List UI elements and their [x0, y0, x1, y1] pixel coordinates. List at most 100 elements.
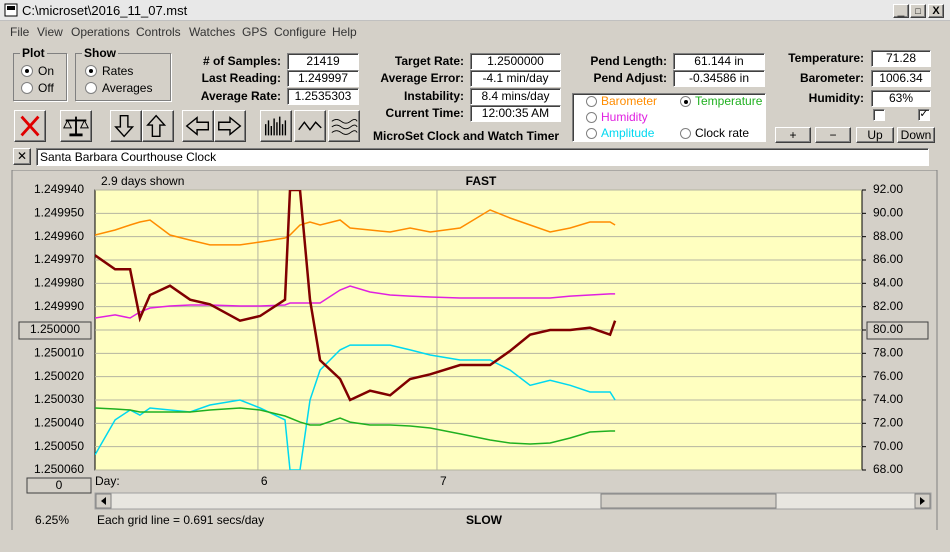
menu-item[interactable]: Help: [332, 25, 357, 39]
readout-value: 61.144 in: [673, 53, 765, 70]
radio-button[interactable]: [586, 128, 597, 139]
title-bar: C:\microset\2016_11_07.mst _ □ X: [0, 0, 950, 21]
scale-button-label[interactable]: 0: [56, 478, 63, 492]
icon-button[interactable]: [182, 110, 214, 142]
readout-value: 8.4 mins/day: [470, 88, 561, 105]
y2-tick-label: 78.00: [873, 346, 903, 360]
radio-label[interactable]: Temperature: [695, 94, 763, 108]
icon-button[interactable]: [260, 110, 292, 142]
y2-tick-label: 74.00: [873, 392, 903, 406]
icon-button[interactable]: [60, 110, 92, 142]
maximize-button[interactable]: □: [910, 4, 926, 18]
y-tick-label: 1.250030: [34, 392, 84, 406]
env-button[interactable]: +: [775, 127, 811, 143]
radio-label[interactable]: On: [38, 64, 55, 78]
icon: [114, 114, 135, 138]
readout-label: # of Samples:: [202, 54, 281, 68]
radio-button[interactable]: [85, 82, 97, 94]
radio-button[interactable]: [680, 128, 691, 139]
minimize-button[interactable]: _: [893, 4, 909, 18]
readout-value: -4.1 min/day: [470, 70, 561, 87]
readout-value: 1.2535303: [287, 88, 359, 105]
menu-item[interactable]: Operations: [71, 25, 130, 39]
scroll-right-arrow: [920, 497, 925, 505]
readout-value: 1.2500000: [470, 53, 561, 70]
menu-item[interactable]: Controls: [136, 25, 181, 39]
readout-label: Average Rate:: [200, 89, 281, 103]
x-tick-label: 7: [440, 474, 447, 488]
radio-label[interactable]: Averages: [102, 81, 153, 95]
close-button[interactable]: X: [928, 4, 944, 18]
radio-label[interactable]: Clock rate: [695, 126, 750, 140]
clear-button[interactable]: ✕: [13, 148, 31, 165]
readout-label: Pend Length:: [590, 54, 667, 68]
clock-name[interactable]: Santa Barbara Courthouse Clock: [36, 148, 929, 166]
y-tick-label: 1.249970: [34, 252, 84, 266]
icon-button[interactable]: [214, 110, 246, 142]
menu-item[interactable]: GPS: [242, 25, 268, 39]
checkbox[interactable]: [873, 109, 885, 121]
app-title: MicroSet Clock and Watch Timer: [373, 129, 560, 143]
icon-button[interactable]: [110, 110, 142, 142]
readout-value: -0.34586 in: [673, 70, 765, 87]
readout-label: Instability:: [403, 89, 464, 103]
y-tick-label: 1.249940: [34, 182, 84, 196]
radio-button[interactable]: [586, 112, 597, 123]
radio-button[interactable]: [586, 96, 597, 107]
readout-label: Pend Adjust:: [593, 71, 667, 85]
chart: 2.9 days shown FAST 1.249940 1.249950 1.2499…: [11, 170, 938, 530]
icon: [146, 114, 167, 138]
icon-button[interactable]: [14, 110, 46, 142]
icon-button[interactable]: [294, 110, 326, 142]
y-tick-label: 1.250050: [34, 439, 84, 453]
y2-tick-label: 92.00: [873, 182, 903, 196]
icon-button[interactable]: [328, 110, 360, 142]
days-shown: 2.9 days shown: [101, 174, 184, 188]
menu-item[interactable]: View: [37, 25, 63, 39]
slow-label: SLOW: [466, 513, 503, 527]
radio-button[interactable]: [680, 96, 691, 107]
checkbox[interactable]: ✓: [918, 108, 930, 121]
env-button[interactable]: Up: [856, 127, 894, 143]
y-tick-label: 1.250060: [34, 462, 84, 476]
radio-button[interactable]: [21, 82, 33, 94]
radio-label[interactable]: Barometer: [601, 94, 658, 108]
y-tick-label: 1.249980: [34, 276, 84, 290]
y2-tick-label: 70.00: [873, 439, 903, 453]
radio-label[interactable]: Humidity: [601, 110, 648, 124]
menu-item[interactable]: Watches: [189, 25, 236, 39]
scroll-thumb[interactable]: [600, 493, 777, 509]
radio-button[interactable]: [21, 65, 33, 77]
icon-button[interactable]: [142, 110, 174, 142]
y-tick-label: 1.250010: [34, 346, 84, 360]
env-button[interactable]: −: [815, 127, 851, 143]
y-tick-button[interactable]: [18, 321, 92, 340]
y2-tick-label: 80.00: [873, 322, 903, 336]
icon: [185, 116, 210, 136]
readout-value: 71.28: [871, 50, 931, 67]
icon: [63, 116, 89, 137]
y-tick-label: 1.249960: [34, 229, 84, 243]
radio-button[interactable]: [85, 65, 97, 77]
env-button[interactable]: Down: [897, 127, 935, 143]
y2-tick-button[interactable]: [866, 321, 929, 340]
radio-label[interactable]: Amplitude: [601, 126, 655, 140]
series-line: [95, 209, 616, 246]
group-box: [75, 53, 171, 101]
scrollbar[interactable]: [94, 492, 932, 510]
scale-button[interactable]: [26, 477, 92, 494]
grid-note: Each grid line = 0.691 secs/day: [97, 513, 264, 527]
menu-item[interactable]: Configure: [274, 25, 327, 39]
readout-label: Average Error:: [380, 71, 464, 85]
menu-item[interactable]: File: [10, 25, 30, 39]
y-tick-label: 1.250040: [34, 416, 84, 430]
y-tick-label: 1.250000: [30, 322, 80, 336]
icon: [218, 116, 242, 136]
radio-label[interactable]: Off: [38, 81, 54, 95]
radio-label[interactable]: Rates: [102, 64, 134, 78]
readout-label: Barometer:: [799, 71, 864, 85]
series-line: [95, 407, 616, 445]
readout-value: 1.249997: [287, 70, 359, 87]
series-line: [95, 190, 617, 402]
